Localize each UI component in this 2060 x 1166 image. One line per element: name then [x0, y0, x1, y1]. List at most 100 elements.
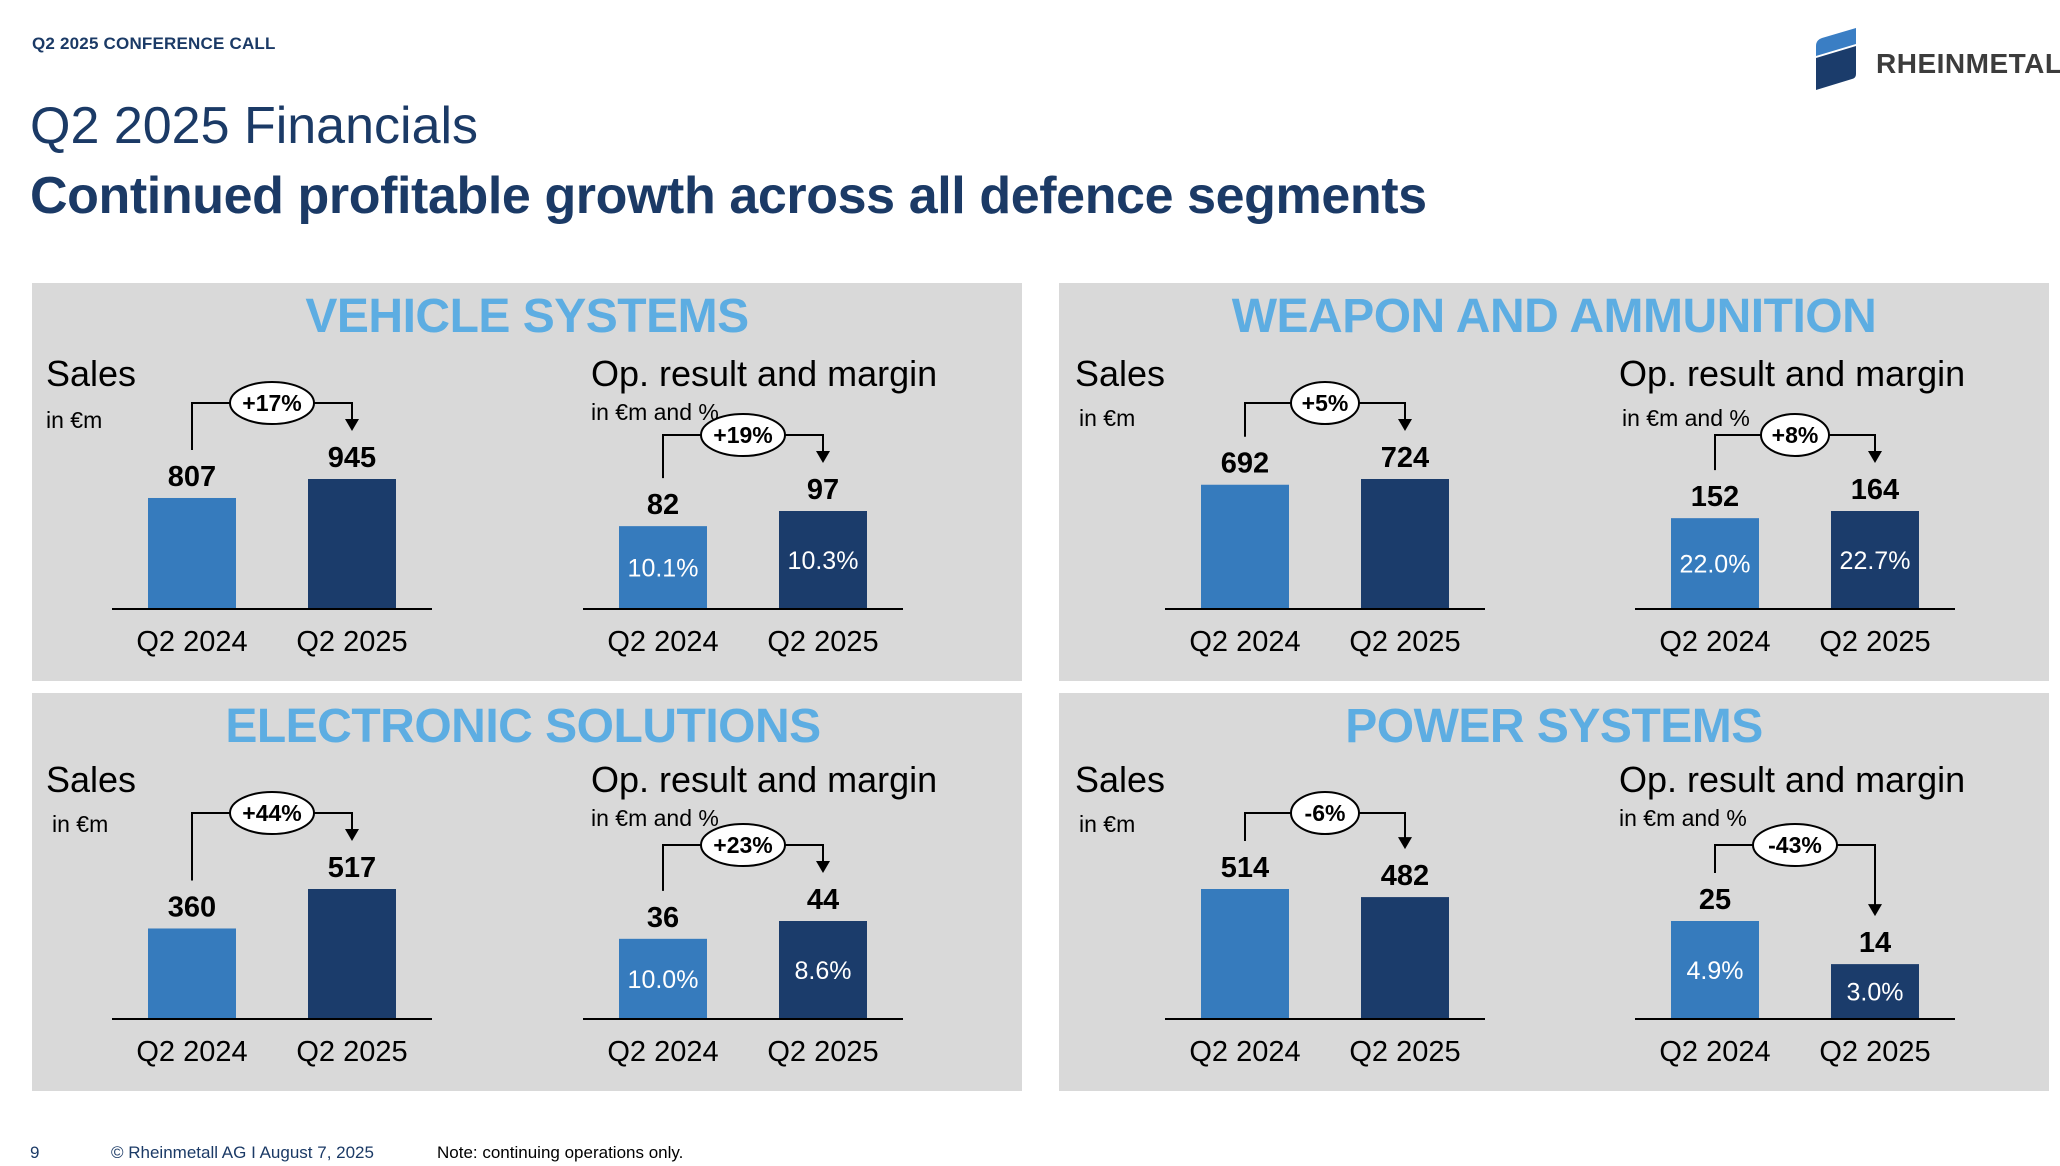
segment-title: ELECTRONIC SOLUTIONS [225, 700, 821, 753]
margin-label: 10.1% [628, 555, 699, 583]
op-result-chart: 152 22.0% Q2 2024 164 22.7% Q2 2025 +8% [1635, 413, 1955, 658]
value-label: 97 [807, 474, 839, 506]
bar-q2-2024 [148, 928, 236, 1019]
change-label: +44% [242, 800, 301, 826]
sales-unit: in €m [46, 407, 103, 433]
bar-q2-2025 [1831, 511, 1919, 609]
change-label: +8% [1772, 422, 1819, 448]
bar-q2-2024 [1201, 484, 1289, 609]
change-arrow-icon [1868, 904, 1882, 917]
footnote: Note: continuing operations only. [437, 1143, 684, 1162]
sales-chart: 692 Q2 2024 724 Q2 2025 +5% [1165, 381, 1485, 658]
bar-q2-2024 [1671, 921, 1759, 1019]
change-arrow-icon [345, 419, 359, 431]
category-label: Q2 2025 [296, 626, 407, 658]
value-label: 25 [1699, 884, 1731, 916]
change-label: +23% [713, 832, 772, 858]
op-result-chart: 25 4.9% Q2 2024 14 3.0% Q2 2025 -43% [1635, 823, 1955, 1068]
value-label: 807 [168, 461, 216, 493]
category-label: Q2 2024 [136, 626, 247, 658]
value-label: 482 [1381, 860, 1429, 892]
sales-title: Sales [46, 759, 137, 800]
op-result-chart: 36 10.0% Q2 2024 44 8.6% Q2 2025 +23% [583, 823, 903, 1068]
value-label: 514 [1221, 852, 1269, 884]
bar-q2-2024 [619, 526, 707, 609]
margin-label: 22.0% [1680, 551, 1751, 579]
bar-q2-2025 [1831, 964, 1919, 1019]
segment-title: POWER SYSTEMS [1345, 700, 1763, 753]
category-label: Q2 2025 [296, 1036, 407, 1068]
value-label: 152 [1691, 481, 1739, 513]
op-result-unit: in €m and % [591, 399, 719, 425]
sales-unit: in €m [1079, 405, 1136, 431]
bar-q2-2025 [779, 511, 867, 609]
value-label: 82 [647, 489, 679, 521]
sales-unit: in €m [1079, 811, 1136, 837]
change-badge [1752, 823, 1838, 867]
op-result-unit: in €m and % [1622, 405, 1750, 431]
sales-title: Sales [1075, 759, 1166, 800]
change-arrow-icon [1868, 451, 1882, 463]
segment-panel-electronic-solutions: ELECTRONIC SOLUTIONS Sales in €m Op. res… [32, 693, 1022, 1091]
category-label: Q2 2024 [1189, 626, 1300, 658]
bar-q2-2025 [308, 889, 396, 1019]
change-label: +19% [713, 422, 772, 448]
value-label: 517 [328, 852, 376, 884]
category-label: Q2 2025 [1349, 1036, 1460, 1068]
op-result-unit: in €m and % [1619, 805, 1747, 831]
category-label: Q2 2025 [767, 626, 878, 658]
value-label: 692 [1221, 448, 1269, 480]
category-label: Q2 2024 [1189, 1036, 1300, 1068]
margin-label: 3.0% [1847, 979, 1904, 1007]
op-result-title: Op. result and margin [1619, 759, 1966, 800]
value-label: 44 [807, 884, 839, 916]
value-label: 945 [328, 442, 376, 474]
rheinmetall-logo: RHEINMETALL [1812, 26, 2060, 92]
change-arrow-icon [1398, 837, 1412, 850]
op-result-title: Op. result and margin [1619, 353, 1966, 394]
category-label: Q2 2024 [607, 626, 718, 658]
op-result-title: Op. result and margin [591, 759, 938, 800]
sales-title: Sales [46, 353, 137, 394]
sales-chart: 514 Q2 2024 482 Q2 2025 -6% [1165, 791, 1485, 1068]
value-label: 724 [1381, 442, 1429, 474]
bar-q2-2025 [1361, 897, 1449, 1019]
margin-label: 8.6% [795, 957, 852, 985]
page-title: Q2 2025 Financials [30, 97, 479, 155]
category-label: Q2 2024 [1659, 1036, 1770, 1068]
category-label: Q2 2025 [1819, 626, 1930, 658]
sales-unit: in €m [52, 811, 109, 837]
change-badge [700, 823, 786, 867]
change-label: +5% [1302, 390, 1349, 416]
category-label: Q2 2025 [1349, 626, 1460, 658]
bar-q2-2025 [308, 479, 396, 609]
value-label: 360 [168, 891, 216, 923]
bar-q2-2025 [779, 921, 867, 1019]
change-badge [700, 413, 786, 457]
margin-label: 4.9% [1687, 957, 1744, 985]
change-arrow-icon [345, 829, 359, 841]
op-result-unit: in €m and % [591, 805, 719, 831]
sales-chart: 807 Q2 2024 945 Q2 2025 +17% [112, 381, 432, 658]
change-label: -43% [1768, 832, 1822, 858]
bar-q2-2024 [619, 938, 707, 1019]
bar-q2-2025 [1361, 479, 1449, 609]
category-label: Q2 2024 [607, 1036, 718, 1068]
category-label: Q2 2024 [136, 1036, 247, 1068]
value-label: 36 [647, 902, 679, 934]
value-label: 14 [1859, 927, 1891, 959]
bar-q2-2024 [1671, 518, 1759, 609]
change-badge [1290, 791, 1360, 835]
page-subtitle: Continued profitable growth across all d… [30, 167, 1427, 225]
segment-panel-power-systems: POWER SYSTEMS Sales in €m Op. result and… [1059, 693, 2049, 1091]
category-label: Q2 2024 [1659, 626, 1770, 658]
op-result-title: Op. result and margin [591, 353, 938, 394]
margin-label: 22.7% [1840, 547, 1911, 575]
page-number: 9 [30, 1143, 40, 1162]
logo-wordmark: RHEINMETALL [1876, 48, 2060, 79]
change-arrow-icon [816, 861, 830, 873]
category-label: Q2 2025 [1819, 1036, 1930, 1068]
bar-q2-2024 [1201, 889, 1289, 1019]
segment-panel-weapon-and-ammunition: WEAPON AND AMMUNITION Sales in €m Op. re… [1059, 283, 2049, 681]
op-result-chart: 82 10.1% Q2 2024 97 10.3% Q2 2025 +19% [583, 413, 903, 658]
